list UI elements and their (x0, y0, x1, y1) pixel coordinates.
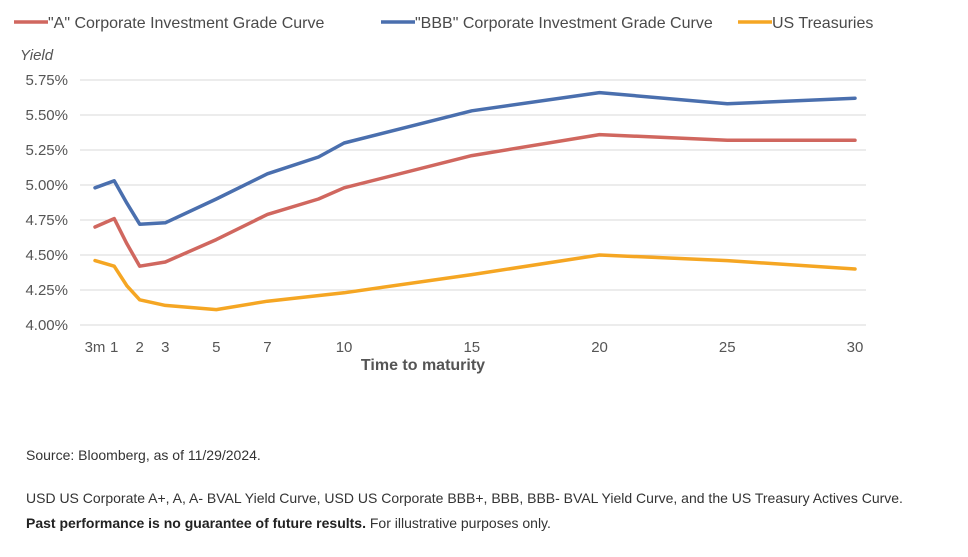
x-tick-label: 3 (161, 339, 169, 356)
x-tick-label: 10 (336, 339, 353, 356)
x-axis-ticks: 3m 1 2 3 5 7 10 15 20 25 30 (85, 339, 864, 356)
y-tick-label: 5.75% (25, 72, 68, 89)
x-tick-label: 7 (263, 339, 271, 356)
x-tick-label: 30 (847, 339, 864, 356)
legend-label-0: "A" Corporate Investment Grade Curve (48, 15, 324, 32)
legend-label-1: "BBB" Corporate Investment Grade Curve (415, 15, 713, 32)
chart-legend: "A" Corporate Investment Grade Curve "BBB… (14, 15, 873, 32)
y-tick-label: 5.00% (25, 177, 68, 194)
legend-label-2: US Treasuries (772, 15, 873, 32)
yield-curve-chart: "A" Corporate Investment Grade Curve "BBB… (14, 15, 873, 374)
series-line-2 (93, 253, 857, 312)
x-tick-label: 2 (136, 339, 144, 356)
series-line-0 (93, 132, 857, 268)
disclaimer-rest: For illustrative purposes only. (365, 515, 551, 531)
x-tick-label: 20 (591, 339, 608, 356)
y-tick-label: 4.50% (25, 247, 68, 264)
x-tick-label: 3m (85, 339, 106, 356)
chart-series (93, 90, 857, 312)
y-tick-label: 4.00% (25, 317, 68, 334)
disclaimer: Past performance is no guarantee of futu… (26, 515, 551, 531)
y-axis-ticks: 4.00% 4.25% 4.50% 4.75% 5.00% 5.25% 5.50% 5.75% (25, 72, 68, 334)
x-tick-label: 1 (110, 339, 118, 356)
x-tick-label: 15 (463, 339, 480, 356)
curve-description: USD US Corporate A+, A, A- BVAL Yield Cu… (26, 490, 903, 506)
source-note: Source: Bloomberg, as of 11/29/2024. (26, 447, 261, 463)
y-axis-label: Yield (20, 47, 54, 64)
y-tick-label: 5.50% (25, 107, 68, 124)
x-tick-label: 5 (212, 339, 220, 356)
y-tick-label: 5.25% (25, 142, 68, 159)
chart-grid (80, 79, 866, 326)
x-tick-label: 25 (719, 339, 736, 356)
series-line-1 (93, 90, 857, 226)
y-tick-label: 4.75% (25, 212, 68, 229)
y-tick-label: 4.25% (25, 282, 68, 299)
x-axis-label: Time to maturity (361, 357, 485, 374)
disclaimer-bold: Past performance is no guarantee of futu… (26, 515, 366, 531)
